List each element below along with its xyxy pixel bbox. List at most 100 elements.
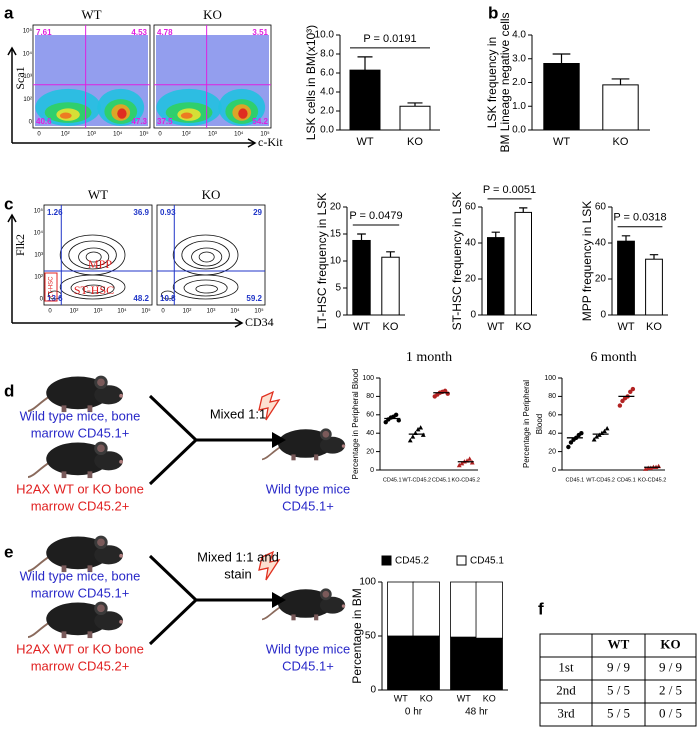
bar-segment (387, 581, 415, 637)
group-label: 48 hr (465, 707, 488, 718)
bar-segment (412, 635, 440, 691)
x-tick-label: WT (617, 321, 634, 333)
y-axis-label: LSK cells in BM(x10³) (304, 25, 318, 140)
quadrant-value: 48.2 (133, 294, 149, 303)
gate-label: ST-HSC (74, 283, 114, 297)
lightning (258, 550, 281, 581)
quadrant-value: 29 (253, 208, 262, 217)
y-tick-label: 100 (359, 577, 376, 588)
y-tick-label: 0.0 (512, 125, 526, 136)
bar (487, 237, 505, 316)
data-point (566, 444, 571, 450)
y-tick-label: 20 (595, 274, 607, 285)
panel-label: d (4, 381, 14, 400)
y-tick-label: 50 (365, 631, 377, 642)
flow-x-tick: 10⁴ (230, 308, 240, 315)
recipient-text: Wild type mice (266, 641, 351, 656)
data-point (456, 462, 462, 468)
y-axis-label: MPP frequency in LSK (580, 201, 594, 322)
panel-label: c (4, 194, 13, 213)
y-tick-label: 100 (544, 375, 556, 382)
panel-label: b (488, 3, 498, 22)
data-point (579, 431, 584, 436)
flow-y-tick: 10³ (34, 253, 43, 259)
flow-x-tick: 10⁴ (117, 308, 127, 315)
recipient-text: Wild type mice (266, 481, 351, 496)
group-label: 0 hr (405, 707, 423, 718)
error-bar (519, 207, 528, 213)
contour (78, 247, 110, 267)
data-point (467, 456, 473, 461)
donor2-text: H2AX WT or KO bone (16, 641, 144, 656)
table-cell: 9 / 9 (659, 659, 682, 674)
flow-x-tick: 10³ (87, 132, 96, 138)
contour (172, 274, 239, 300)
y-tick-label: 3.0 (512, 53, 526, 64)
error-bar (552, 53, 571, 64)
bar (349, 69, 381, 131)
y-tick-label: 40 (465, 238, 477, 249)
data-point (442, 388, 448, 394)
data-point (410, 434, 416, 439)
x-tick-label: KO-CD45.2 (452, 477, 480, 483)
branch-line (148, 554, 199, 646)
bar-segment (475, 637, 503, 691)
flow-x-tick: 10⁵ (141, 308, 151, 315)
donor-mouse (28, 440, 124, 480)
x-tick-label: KO-CD45.2 (638, 477, 666, 483)
flow-x-tick: 0 (48, 309, 52, 315)
y-tick-label: 20 (330, 202, 342, 213)
contour (183, 279, 228, 297)
gate-label: LT-HSC (49, 276, 55, 298)
y-axis-label: Blood (535, 414, 544, 434)
recipient-text: CD45.1+ (282, 498, 334, 513)
bar (399, 105, 431, 131)
data-point (604, 426, 610, 431)
y-tick-label: 0 (552, 467, 556, 474)
contour (59, 274, 126, 300)
donor2-text: H2AX WT or KO bone (16, 481, 144, 496)
table-cell: 5 / 5 (607, 705, 630, 720)
y-tick-label: 60 (465, 202, 477, 213)
donor-mouse (28, 374, 124, 414)
y-tick-label: 0 (335, 310, 341, 321)
quadrant-value: 7.61 (36, 28, 52, 37)
quadrant-value: 13.6 (47, 294, 63, 303)
donor-mouse (28, 534, 124, 574)
arrow-head (234, 318, 244, 328)
data-point (628, 389, 633, 394)
y-axis-label: Percentage in Peripheral (522, 380, 531, 468)
y-tick-label: 80 (548, 393, 556, 400)
y-tick-label: 2.0 (320, 106, 334, 117)
bar-segment (450, 581, 478, 638)
arrow_label-text: Mixed 1:1 (210, 406, 266, 421)
error-bar (611, 78, 630, 85)
x-tick-label: WT (356, 136, 373, 148)
data-point (620, 398, 625, 404)
density (180, 112, 193, 119)
table-cell: 5 / 5 (607, 682, 630, 697)
table-cell: 2 / 5 (659, 682, 682, 697)
x-tick-label: CD45.1 (617, 477, 636, 483)
quadrant-value: 36.9 (133, 208, 149, 217)
recipient-text: CD45.1+ (282, 658, 334, 673)
legend-swatch (456, 555, 467, 566)
y-tick-label: 0.0 (320, 125, 334, 136)
contour (191, 247, 223, 267)
x-tick-label: KO (420, 693, 433, 703)
data-point (602, 428, 607, 434)
quadrant-value: 40.6 (36, 117, 52, 126)
flow-x-tick: 0 (37, 132, 41, 138)
table-cell: 1st (558, 659, 574, 674)
bar (543, 63, 580, 131)
y-tick-label: 80 (366, 393, 374, 400)
x-tick-label: WT-CD45.2 (402, 477, 431, 483)
flow-y-tick: 10⁴ (23, 50, 33, 57)
bar-segment (450, 636, 478, 691)
panel-label: a (4, 3, 14, 22)
arrow-head (247, 138, 257, 148)
annotation: P = 0.0191 (363, 33, 416, 45)
contour (82, 284, 105, 294)
quadrant-value: 47.3 (131, 117, 147, 126)
